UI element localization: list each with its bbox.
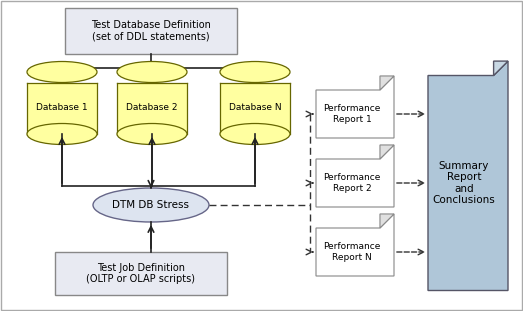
Polygon shape (316, 145, 394, 207)
Bar (220, 82, 290, 134)
Text: Performance
Report 2: Performance Report 2 (323, 173, 381, 193)
Polygon shape (380, 76, 394, 90)
FancyBboxPatch shape (55, 252, 227, 295)
Text: Summary
Report
and
Conclusions: Summary Report and Conclusions (433, 160, 495, 205)
Bar (27, 82, 97, 134)
Ellipse shape (93, 188, 209, 222)
Text: Database 1: Database 1 (36, 103, 88, 112)
Ellipse shape (220, 62, 290, 82)
Ellipse shape (27, 62, 97, 82)
Polygon shape (380, 214, 394, 228)
Polygon shape (316, 76, 394, 138)
Polygon shape (316, 214, 394, 276)
Text: Database 2: Database 2 (126, 103, 178, 112)
Bar (117, 82, 187, 134)
Text: Performance
Report N: Performance Report N (323, 242, 381, 262)
Text: DTM DB Stress: DTM DB Stress (112, 200, 189, 210)
Text: Test Database Definition
(set of DDL statements): Test Database Definition (set of DDL sta… (91, 20, 211, 42)
Ellipse shape (117, 62, 187, 82)
Ellipse shape (27, 123, 97, 145)
Polygon shape (494, 61, 508, 76)
Ellipse shape (220, 123, 290, 145)
Ellipse shape (117, 123, 187, 145)
Text: Performance
Report 1: Performance Report 1 (323, 104, 381, 124)
Text: Database N: Database N (229, 103, 281, 112)
Text: Test Job Definition
(OLTP or OLAP scripts): Test Job Definition (OLTP or OLAP script… (86, 263, 196, 284)
Polygon shape (428, 61, 508, 290)
Polygon shape (380, 145, 394, 159)
FancyBboxPatch shape (65, 8, 237, 54)
